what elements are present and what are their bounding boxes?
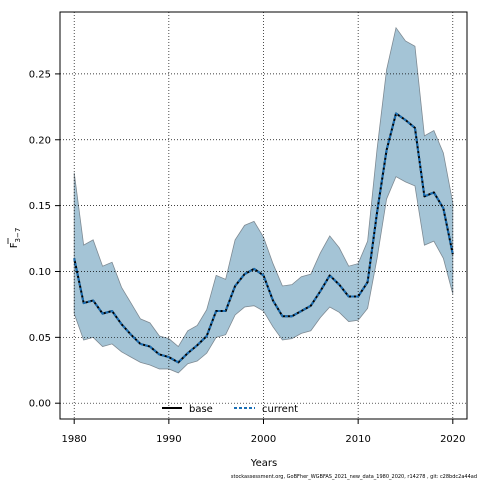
series-line-current <box>73 112 454 364</box>
y-axis-title-sub: 3−7 <box>14 228 22 243</box>
y-tick-label-0.20: 0.20 <box>29 135 51 146</box>
x-tick-label-2010: 2010 <box>345 434 370 445</box>
x-axis-title: Years <box>250 458 277 469</box>
y-axis-title-main: F <box>9 242 20 248</box>
confidence-band-layer <box>73 26 454 374</box>
footer-text: stockassessment.org, GoBFher_WGBFAS_2021… <box>231 474 477 480</box>
y-tick-label-0.00: 0.00 <box>29 399 51 410</box>
series-layer <box>73 112 454 364</box>
legend-current-label: current <box>262 404 298 415</box>
x-tick-label-1990: 1990 <box>156 434 181 445</box>
y-axis: 0.00 0.05 0.10 0.15 0.20 0.25 <box>29 69 60 410</box>
x-tick-label-2020: 2020 <box>440 434 465 445</box>
y-tick-label-0.05: 0.05 <box>29 333 51 344</box>
x-tick-label-1980: 1980 <box>61 434 86 445</box>
y-tick-label-0.15: 0.15 <box>29 201 51 212</box>
legend: base current <box>162 404 298 415</box>
confidence-band <box>73 26 454 374</box>
grid-layer <box>60 12 467 419</box>
y-axis-title: F3−7 <box>7 228 22 249</box>
x-axis: 1980 1990 2000 2010 2020 <box>61 419 466 445</box>
y-tick-label-0.25: 0.25 <box>29 69 51 80</box>
y-tick-label-0.10: 0.10 <box>29 267 51 278</box>
x-tick-label-2000: 2000 <box>251 434 276 445</box>
svg-text:F3−7: F3−7 <box>9 228 22 249</box>
legend-base-label: base <box>189 404 213 415</box>
